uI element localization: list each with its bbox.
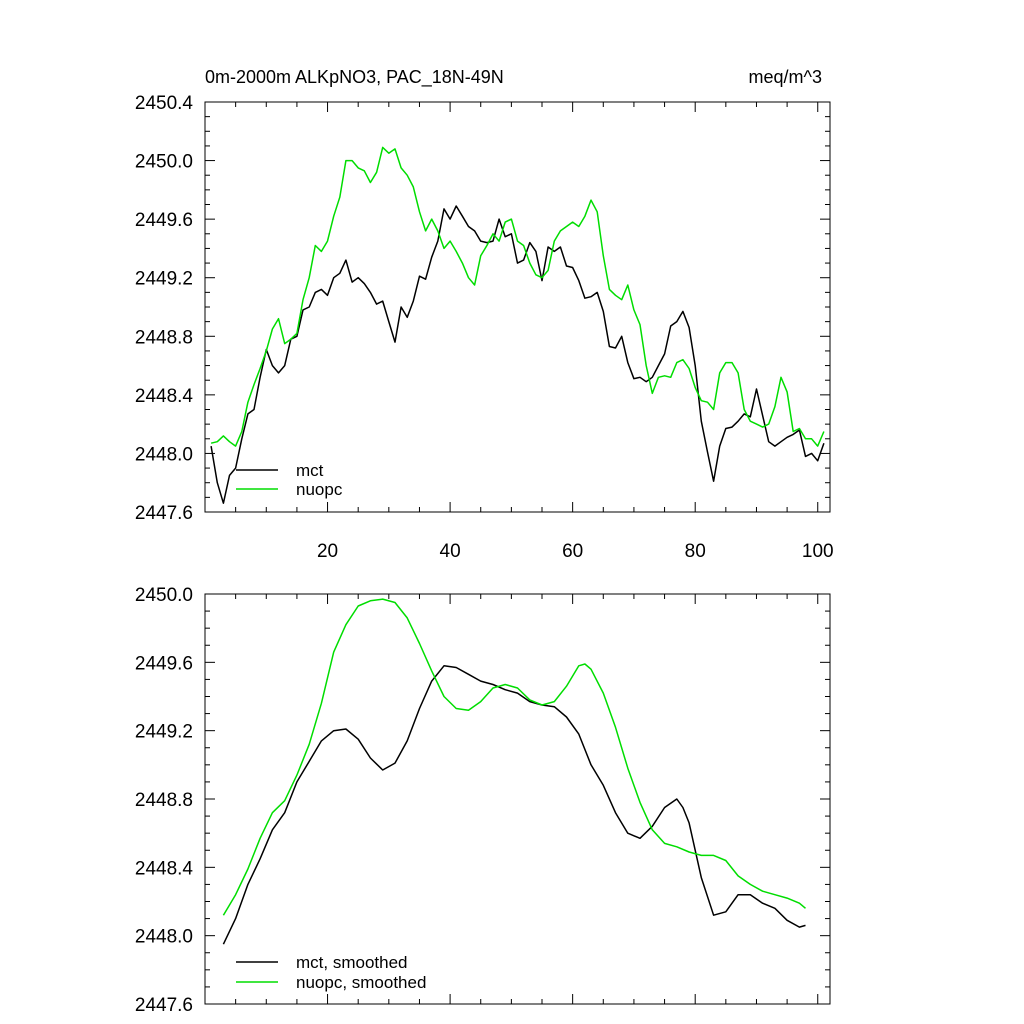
top-legend-mct-label: mct: [296, 461, 324, 480]
top-units-label: meq/m^3: [749, 67, 822, 87]
x-tick-label: 20: [317, 541, 338, 562]
y-tick-label: 2448.0: [135, 927, 193, 948]
bottom-legend-nuopc-label: nuopc, smoothed: [296, 973, 426, 992]
y-tick-label: 2450.4: [135, 93, 194, 114]
bottom-legend: mct, smoothed nuopc, smoothed: [236, 953, 426, 992]
y-tick-label: 2448.8: [135, 790, 193, 811]
y-tick-label: 2448.4: [135, 858, 194, 879]
y-tick-label: 2449.2: [135, 269, 193, 290]
top-legend-nuopc-label: nuopc: [296, 480, 343, 499]
top-ticks: [205, 101, 830, 513]
bottom-ticks: [205, 593, 830, 1005]
bottom-series: [222, 598, 806, 945]
top-x-tick-labels: 20 40 60 80 100: [317, 541, 834, 562]
y-tick-label: 2449.2: [135, 722, 193, 743]
y-tick-label: 2449.6: [135, 210, 193, 231]
top-y-tick-labels: 2447.6 2448.0 2448.4 2448.8 2449.2 2449.6 2450…: [135, 93, 194, 524]
y-tick-label: 2449.6: [135, 653, 193, 674]
top-chart-title: 0m-2000m ALKpNO3, PAC_18N-49N: [205, 67, 504, 88]
y-tick-label: 2448.4: [135, 386, 194, 407]
y-tick-label: 2447.6: [135, 503, 193, 524]
bottom-legend-mct-label: mct, smoothed: [296, 953, 408, 972]
series-line-mct: [222, 665, 806, 945]
y-tick-label: 2450.0: [135, 152, 193, 173]
series-line-mct: [210, 205, 825, 504]
top-series: [210, 146, 825, 504]
y-tick-label: 2447.6: [135, 995, 193, 1016]
top-legend: mct nuopc: [236, 461, 343, 499]
bottom-panel: 2447.6 2448.0 2448.4 2448.8 2449.2 2449.6 2450…: [135, 585, 831, 1016]
x-tick-label: 80: [685, 541, 706, 562]
series-line-nuopc: [210, 146, 825, 447]
y-tick-label: 2448.0: [135, 444, 193, 465]
bottom-plot-frame: [204, 593, 831, 1005]
x-tick-label: 60: [562, 541, 583, 562]
top-panel: 0m-2000m ALKpNO3, PAC_18N-49N meq/m^3 24…: [135, 67, 834, 562]
y-tick-label: 2448.8: [135, 327, 193, 348]
x-tick-label: 40: [440, 541, 461, 562]
y-tick-label: 2450.0: [135, 585, 193, 606]
bottom-y-tick-labels: 2447.6 2448.0 2448.4 2448.8 2449.2 2449.6 2450…: [135, 585, 194, 1016]
x-tick-label: 100: [802, 541, 834, 562]
top-plot-frame: [204, 101, 831, 513]
series-line-nuopc: [222, 598, 806, 916]
